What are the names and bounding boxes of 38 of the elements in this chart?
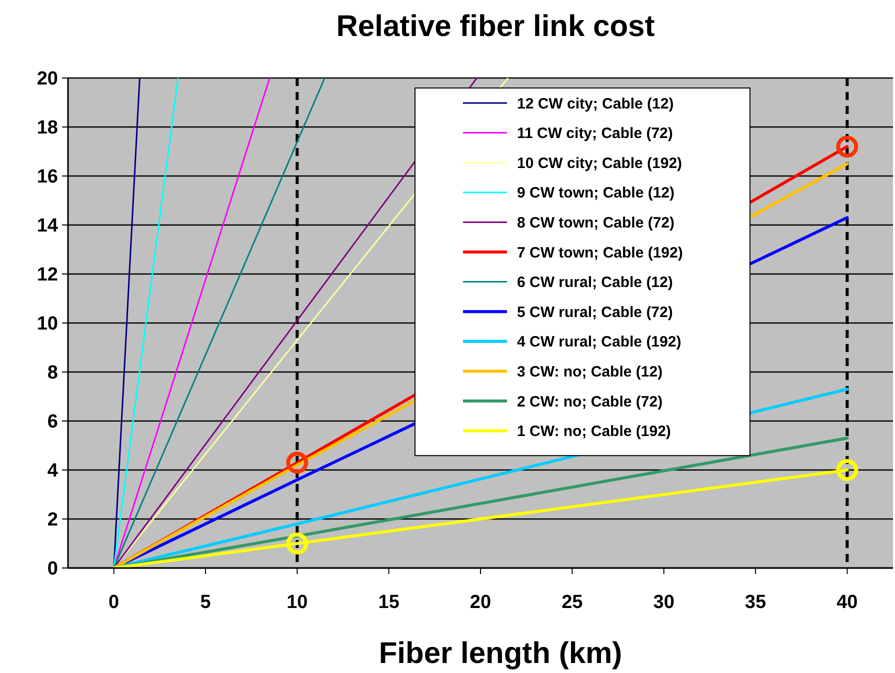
y-tick-label: 20 bbox=[36, 68, 58, 90]
point bbox=[836, 459, 858, 481]
legend-label: 5 CW rural; Cable (72) bbox=[517, 304, 673, 321]
y-tick-label: 16 bbox=[36, 166, 58, 188]
x-tick-label: 15 bbox=[378, 592, 400, 613]
y-tick-label: 18 bbox=[36, 118, 58, 139]
legend-label: 3 CW: no; Cable (12) bbox=[517, 363, 663, 380]
y-tick-label: 12 bbox=[36, 264, 58, 286]
x-tick-label: 5 bbox=[200, 592, 212, 613]
y-tick-label: 0 bbox=[47, 558, 58, 580]
point bbox=[286, 452, 308, 474]
x-tick-label: 40 bbox=[836, 592, 858, 613]
legend-label: 9 CW town; Cable (12) bbox=[517, 184, 675, 202]
legend-label: 12 CW city; Cable (12) bbox=[517, 95, 674, 112]
x-tick-label: 10 bbox=[286, 592, 308, 613]
legend-label: 11 CW city; Cable (72) bbox=[517, 125, 673, 142]
y-tick-label: 10 bbox=[36, 314, 58, 335]
y-tick-label: 2 bbox=[47, 510, 58, 531]
point bbox=[836, 136, 858, 158]
legend-label: 2 CW: no; Cable (72) bbox=[517, 393, 663, 410]
x-axis-title: Fiber length (km) bbox=[378, 637, 622, 670]
x-tick-label: 30 bbox=[653, 592, 674, 613]
legend-label: 1 CW: no; Cable (192) bbox=[517, 423, 671, 440]
legend-label: 4 CW rural; Cable (192) bbox=[517, 334, 682, 351]
legend-label: 10 CW city; Cable (192) bbox=[517, 154, 682, 172]
y-tick-label: 14 bbox=[36, 216, 58, 237]
x-tick-label: 20 bbox=[470, 592, 492, 613]
y-tick-label: 6 bbox=[47, 412, 58, 433]
x-tick-label: 25 bbox=[562, 592, 584, 613]
legend-label: 6 CW rural; Cable (12) bbox=[517, 274, 673, 292]
legend-label: 8 CW town; Cable (72) bbox=[517, 214, 675, 232]
legend-label: 7 CW town; Cable (192) bbox=[517, 244, 683, 262]
y-tick-label: 4 bbox=[47, 460, 58, 482]
y-tick-label: 8 bbox=[47, 362, 58, 384]
chart-title: Relative fiber link cost bbox=[336, 10, 655, 43]
x-tick-label: 35 bbox=[744, 592, 766, 613]
point bbox=[286, 532, 308, 554]
x-tick-label: 0 bbox=[108, 592, 120, 613]
